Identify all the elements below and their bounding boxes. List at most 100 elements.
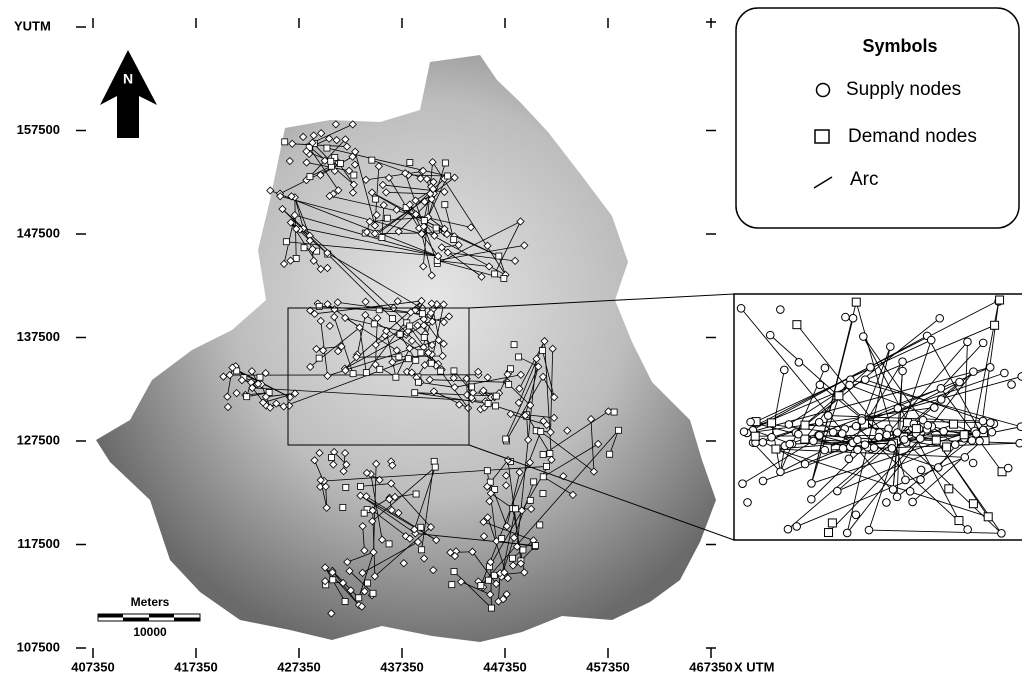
demand-node [358, 483, 364, 489]
supply-node [961, 453, 969, 461]
demand-node [547, 450, 553, 456]
legend-item: Demand nodes [848, 126, 977, 147]
demand-node [351, 172, 357, 178]
demand-node [516, 354, 522, 360]
supply-node [785, 421, 793, 429]
demand-node [828, 519, 836, 527]
demand-node [301, 245, 307, 251]
supply-node [861, 376, 869, 384]
demand-node [397, 331, 403, 337]
demand-node [431, 458, 437, 464]
demand-node [950, 420, 958, 428]
demand-node [432, 464, 438, 470]
demand-node [283, 239, 289, 245]
demand-node [412, 390, 418, 396]
supply-node [972, 430, 980, 438]
demand-node [407, 323, 413, 329]
demand-node [377, 366, 383, 372]
supply-node [737, 305, 745, 313]
supply-node [1016, 439, 1022, 447]
supply-node [1017, 423, 1022, 431]
supply-node [951, 441, 959, 449]
supply-node [1004, 464, 1012, 472]
demand-node [373, 196, 379, 202]
supply-node [956, 378, 964, 386]
supply-node [924, 421, 932, 429]
demand-node [991, 321, 999, 329]
scale-unit: Meters [131, 595, 170, 609]
supply-node [867, 364, 875, 372]
demand-node [496, 253, 502, 259]
supply-node [795, 430, 803, 438]
supply-node [976, 437, 984, 445]
demand-node [825, 529, 833, 537]
demand-node [396, 354, 402, 360]
demand-node [324, 145, 330, 151]
supply-node [964, 338, 972, 346]
supply-node [781, 366, 789, 374]
demand-node [801, 421, 809, 429]
map-figure: 1075001175001275001375001475001575004073… [0, 0, 1022, 681]
demand-node [912, 425, 920, 433]
demand-node [768, 419, 776, 427]
demand-node [996, 296, 1004, 304]
demand-node [386, 541, 392, 547]
scale-bar-segment [174, 618, 200, 622]
demand-node [405, 356, 411, 362]
supply-node [988, 428, 996, 436]
supply-node [816, 381, 824, 389]
supply-node [998, 530, 1006, 538]
legend-demand-symbol [815, 130, 829, 143]
x-tick-label: 437350 [380, 659, 423, 674]
y-tick-label: 117500 [17, 536, 60, 551]
demand-node [493, 403, 499, 409]
demand-node [835, 392, 843, 400]
demand-node [316, 355, 322, 361]
north-arrow [100, 50, 157, 138]
demand-node [538, 429, 544, 435]
supply-node [793, 523, 801, 531]
y-tick-label: 137500 [17, 329, 60, 344]
supply-node [889, 486, 897, 494]
demand-node [513, 506, 519, 512]
demand-node [607, 451, 613, 457]
demand-node [540, 474, 546, 480]
supply-node [824, 412, 832, 420]
supply-node [845, 455, 853, 463]
demand-node [955, 517, 963, 525]
supply-node [852, 511, 860, 519]
demand-node [438, 368, 444, 374]
demand-node [510, 555, 516, 561]
demand-node [418, 350, 424, 356]
x-axis-label: X UTM [734, 659, 774, 674]
supply-node [1008, 381, 1016, 389]
supply-node [1018, 373, 1022, 381]
supply-node [937, 385, 945, 393]
demand-node [413, 491, 419, 497]
supply-node [940, 427, 948, 435]
supply-node [936, 314, 944, 322]
supply-node [979, 426, 987, 434]
supply-node [916, 435, 924, 443]
supply-node [987, 419, 995, 427]
supply-node [740, 428, 748, 436]
demand-node [340, 504, 346, 510]
demand-node [445, 173, 451, 179]
supply-node [849, 314, 857, 322]
demand-node [407, 160, 413, 166]
demand-node [485, 577, 491, 583]
supply-node [842, 313, 850, 321]
supply-node [979, 339, 987, 347]
demand-node [413, 357, 419, 363]
supply-node [759, 477, 767, 485]
supply-node [970, 368, 978, 376]
scale-bar-segment [98, 614, 123, 618]
demand-node [282, 139, 288, 145]
demand-node [442, 160, 448, 166]
demand-node [361, 510, 367, 516]
demand-node [932, 436, 940, 444]
demand-node [451, 569, 457, 575]
supply-node [931, 404, 939, 412]
demand-node [501, 275, 507, 281]
legend-title: Symbols [862, 36, 937, 56]
